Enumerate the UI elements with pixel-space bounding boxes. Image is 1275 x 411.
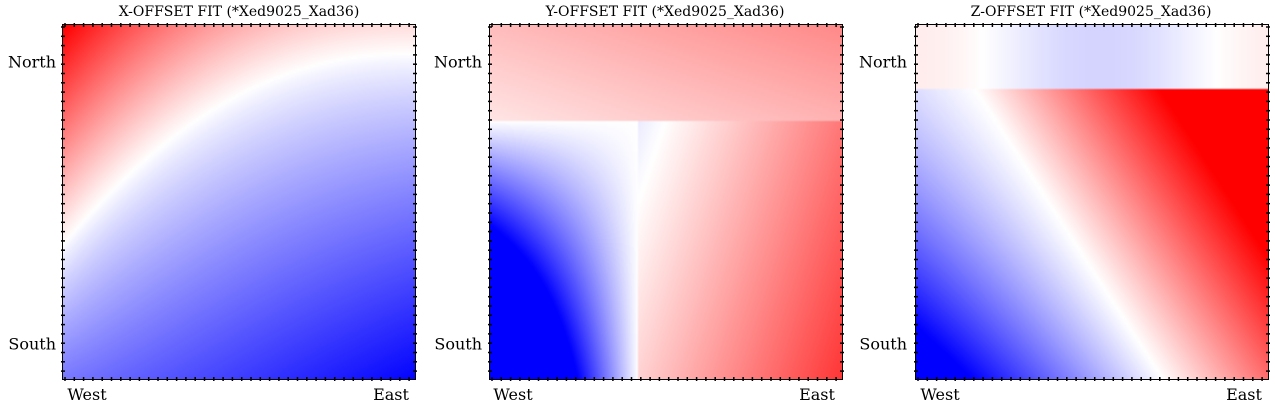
y-tick-label-south: South xyxy=(8,334,56,354)
chart-title: Y-OFFSET FIT (*Xed9025_Xad36) xyxy=(545,4,785,20)
panel-z-offset: Z-OFFSET FIT (*Xed9025_Xad36) North Sout… xyxy=(850,0,1275,411)
x-tick-label-east: East xyxy=(799,385,835,404)
y-tick-label-north: North xyxy=(858,52,907,72)
x-tick-label-east: East xyxy=(1226,385,1262,404)
heatmap-image xyxy=(490,25,842,379)
panel-y-offset: Y-OFFSET FIT (*Xed9025_Xad36) North Sout… xyxy=(425,0,850,411)
x-tick-label-west: West xyxy=(67,385,107,404)
x-tick-label-west: West xyxy=(920,385,960,404)
y-tick-label-north: North xyxy=(433,52,482,72)
chart-title: Z-OFFSET FIT (*Xed9025_Xad36) xyxy=(970,4,1212,20)
x-tick-label-east: East xyxy=(373,385,409,404)
heatmap-plot-area xyxy=(62,24,416,380)
x-tick-label-west: West xyxy=(493,385,533,404)
panel-x-offset: X-OFFSET FIT (*Xed9025_Xad36) North Sout… xyxy=(0,0,425,411)
heatmap-image xyxy=(63,25,415,379)
heatmap-image xyxy=(916,25,1268,379)
chart-title: X-OFFSET FIT (*Xed9025_Xad36) xyxy=(118,4,360,20)
heatmap-plot-area xyxy=(489,24,843,380)
y-tick-label-south: South xyxy=(434,334,482,354)
y-tick-label-south: South xyxy=(859,334,907,354)
y-tick-label-north: North xyxy=(7,52,56,72)
heatmap-plot-area xyxy=(915,24,1269,380)
